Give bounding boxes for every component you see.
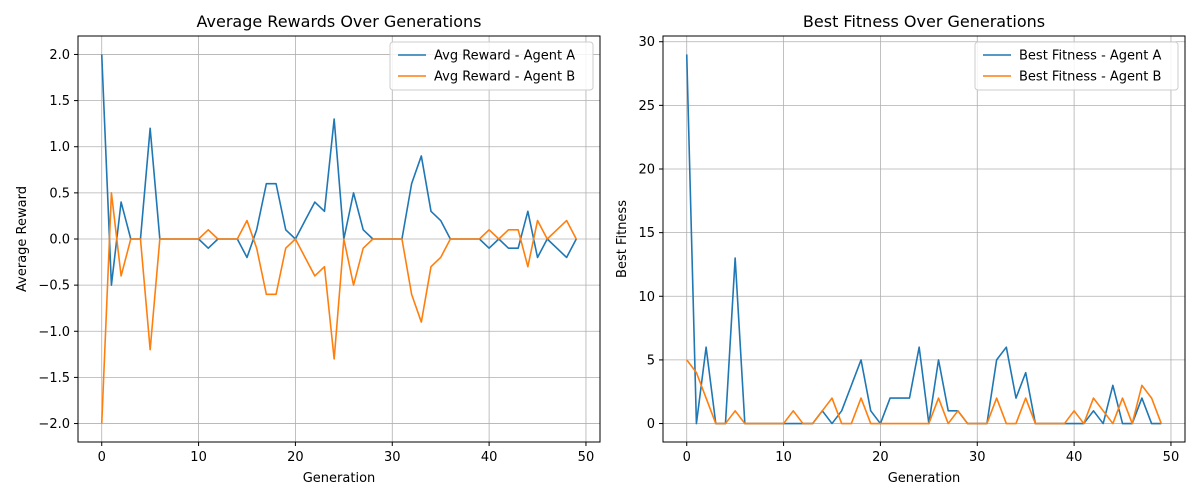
- legend-box: [389, 41, 594, 91]
- plot-frame: [662, 35, 1186, 443]
- x-tick-label: 50: [1163, 450, 1180, 465]
- y-tick-label: −1.0: [38, 325, 70, 340]
- legend-box: [974, 41, 1179, 91]
- series-line-agent-b: [686, 359, 1163, 425]
- y-axis-label: Best Fitness: [615, 200, 630, 278]
- legend: Avg Reward - Agent A Avg Reward - Agent B: [389, 41, 594, 91]
- x-tick-label: 40: [481, 450, 498, 465]
- y-tick-label: 1.5: [49, 94, 70, 109]
- legend-label: Best Fitness - Agent A: [1019, 49, 1162, 64]
- y-tick-label: −0.5: [38, 279, 70, 294]
- y-tick-label: 30: [638, 35, 655, 50]
- legend-label: Avg Reward - Agent A: [434, 49, 575, 64]
- x-tick-label: 0: [683, 450, 691, 465]
- y-tick-label: −2.0: [38, 417, 70, 432]
- legend: Best Fitness - Agent A Best Fitness - Age…: [974, 41, 1179, 91]
- y-tick-label: 0: [647, 417, 655, 432]
- x-tick-label: 10: [775, 450, 792, 465]
- average-rewards-chart: Average Rewards Over Generations Generat…: [15, 12, 601, 486]
- y-tick-label: 20: [638, 163, 655, 178]
- y-axis-label: Average Reward: [15, 186, 30, 292]
- y-tick-label: 0.5: [49, 186, 70, 201]
- best-fitness-chart: Best Fitness Over Generations Generation…: [615, 12, 1186, 486]
- y-tick-label: −1.5: [38, 371, 70, 386]
- y-tick-label: 10: [638, 290, 655, 305]
- x-tick-label: 30: [384, 450, 401, 465]
- y-tick-label: 1.0: [49, 140, 70, 155]
- chart-title: Best Fitness Over Generations: [803, 12, 1045, 31]
- legend-label: Best Fitness - Agent B: [1019, 70, 1161, 85]
- chart-title: Average Rewards Over Generations: [197, 12, 482, 31]
- x-axis-label: Generation: [888, 471, 961, 486]
- y-tick-label: 0.0: [49, 233, 70, 248]
- y-tick-label: 2.0: [49, 48, 70, 63]
- series-line-agent-b: [100, 192, 577, 424]
- x-tick-label: 10: [190, 450, 207, 465]
- x-tick-label: 40: [1066, 450, 1083, 465]
- y-tick-label: 15: [638, 226, 655, 241]
- x-tick-label: 30: [969, 450, 986, 465]
- y-tick-label: 5: [647, 353, 655, 368]
- y-tick-label: 25: [638, 99, 655, 114]
- x-tick-label: 20: [287, 450, 304, 465]
- x-axis-label: Generation: [303, 471, 376, 486]
- legend-label: Avg Reward - Agent B: [434, 70, 575, 85]
- x-tick-label: 0: [98, 450, 106, 465]
- x-tick-label: 20: [872, 450, 889, 465]
- x-tick-label: 50: [578, 450, 595, 465]
